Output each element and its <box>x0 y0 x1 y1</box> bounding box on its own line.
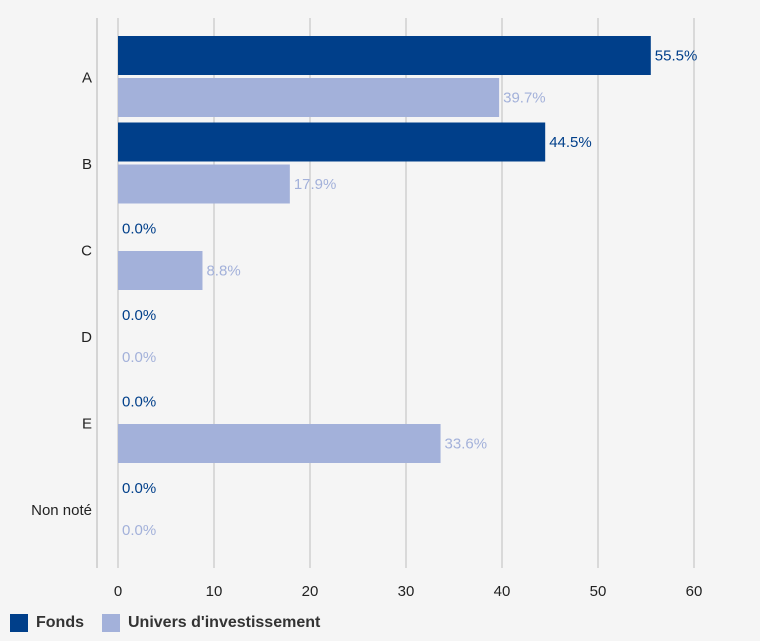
legend: Fonds Univers d'investissement <box>10 612 338 634</box>
data-label: 39.7% <box>503 90 546 107</box>
data-label: 44.5% <box>549 134 592 151</box>
category-label: D <box>81 329 92 346</box>
category-label: C <box>81 243 92 260</box>
labels-layer: 55.5% 44.5% 0.0% 0.0% 0.0% 0.0% 39.7% 17.9% 8.8%… <box>122 48 697 540</box>
bar-univers <box>118 424 441 463</box>
data-label: 0.0% <box>122 221 156 238</box>
bar-fonds <box>118 122 546 162</box>
legend-swatch-fonds <box>10 614 28 632</box>
legend-item-univers: Univers d'investissement <box>102 614 320 632</box>
category-label: Non noté <box>31 502 92 519</box>
bar-univers <box>118 251 203 290</box>
x-tick-label: 0 <box>114 583 122 600</box>
data-label: 0.0% <box>122 394 156 411</box>
legend-swatch-univers <box>102 614 120 632</box>
axis-layer: 0 10 20 30 40 50 60 A B C D E Non noté <box>31 18 702 600</box>
bars-layer <box>118 36 651 463</box>
x-tick-label: 50 <box>590 583 607 600</box>
bar-univers <box>118 78 500 117</box>
data-label: 0.0% <box>122 480 156 497</box>
x-tick-label: 40 <box>494 583 511 600</box>
category-label: A <box>82 70 92 87</box>
category-label: E <box>82 416 92 433</box>
legend-label-univers: Univers d'investissement <box>128 614 321 631</box>
data-label: 17.9% <box>294 176 337 193</box>
x-tick-label: 10 <box>206 583 223 600</box>
x-tick-label: 60 <box>686 583 703 600</box>
x-tick-label: 20 <box>302 583 319 600</box>
bar-fonds <box>118 36 651 75</box>
data-label: 0.0% <box>122 522 156 539</box>
data-label: 0.0% <box>122 349 156 366</box>
data-label: 55.5% <box>655 48 698 65</box>
category-label: B <box>82 156 92 173</box>
legend-label-fonds: Fonds <box>36 614 84 631</box>
legend-item-fonds: Fonds <box>10 614 84 632</box>
data-label: 8.8% <box>206 263 240 280</box>
bar-univers <box>118 164 290 204</box>
data-label: 0.0% <box>122 307 156 324</box>
data-label: 33.6% <box>445 436 488 453</box>
x-tick-label: 30 <box>398 583 415 600</box>
